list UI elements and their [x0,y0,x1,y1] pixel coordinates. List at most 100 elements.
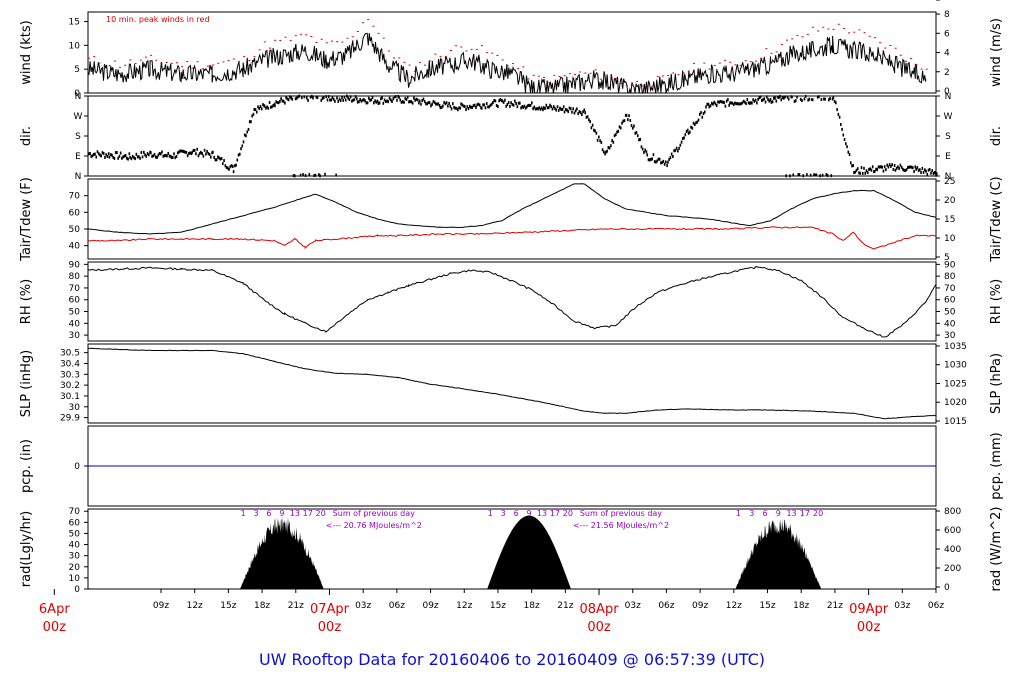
dir-point [377,102,380,106]
dir-point [612,140,615,144]
dir-point [294,97,297,101]
dir-point [418,101,420,105]
dir-point [208,153,211,157]
dir-point [873,170,875,174]
dir-point [351,99,353,103]
dir-point [225,166,228,170]
dir-point [397,94,400,98]
dir-point [670,152,673,156]
dir-point [926,172,929,176]
dir-point [308,172,311,176]
dir-point [274,104,276,108]
ylabel-left-rad: rad(Lgly/hr) [19,511,34,587]
dir-point [705,105,707,109]
dir-point [452,102,454,106]
dir-point [422,97,425,101]
dir-point [696,120,699,124]
dir-point [129,155,131,159]
dir-point [560,107,562,111]
dir-point [640,145,643,149]
dir-point [88,152,90,156]
dir-point [183,150,185,154]
dir-point [589,120,591,124]
dir-point [505,104,507,108]
dir-point [531,101,533,105]
dir-point [294,174,296,178]
dir-point [599,139,601,143]
xtick-label: 18z [793,601,809,611]
dir-point [514,99,516,103]
dir-point [684,133,687,137]
dir-point [347,96,349,100]
dir-point [653,160,656,164]
dir-point [170,156,173,160]
dir-point [572,107,574,111]
rad-hour-label: 3 [254,509,259,518]
dir-point [211,151,213,155]
ytick-label-left-dir: S [75,132,81,142]
dir-point [238,152,241,156]
dir-point [815,173,818,177]
dir-point [784,95,786,99]
dir-point [583,108,586,112]
dir-point [578,110,581,114]
dir-point [126,156,128,160]
dir-point [181,149,184,153]
dir-point [771,100,774,104]
dir-point [266,105,268,109]
dir-point [629,119,632,123]
dir-point [667,160,669,164]
dir-point [722,100,724,104]
date-hour-label: 00z [587,620,611,635]
dir-point [456,108,459,112]
dir-point [586,115,589,119]
dir-point [289,95,291,99]
dir-point [680,140,683,144]
dir-point [870,168,873,172]
dir-point [673,149,675,153]
dir-point [687,131,690,135]
dir-point [868,167,870,171]
dir-point [903,168,905,172]
dir-point [193,148,196,152]
dir-point [648,158,651,162]
rad-hour-label: 6 [514,509,519,518]
dir-point [603,150,605,154]
dir-point [465,108,467,112]
dir-point [582,110,584,114]
dir-point [734,101,736,105]
dir-point [838,115,841,119]
dir-point [224,164,227,168]
dir-point [319,174,321,178]
panel-pcp: pcp. (in) pcp. (mm) 0 0 [19,0,1004,507]
dir-point [769,97,772,101]
dir-point [90,154,93,158]
dir-point [677,149,679,153]
rad-hour-label: 3 [501,509,506,518]
dir-point [206,149,208,153]
dir-point [809,173,812,177]
dir-point [875,167,877,171]
dir-point [846,145,848,149]
tair-line [87,183,937,235]
dir-point [633,124,635,128]
dir-point [430,104,432,108]
dir-point [343,95,346,99]
dir-point [546,106,549,110]
dir-point [674,148,677,152]
dir-point [401,100,404,104]
dir-point [516,105,519,109]
ytick-label-left-slp: 30.5 [60,349,80,359]
dir-point [405,98,408,102]
xtick-label: 03z [894,601,910,611]
dir-point [286,97,289,101]
dir-point [140,150,143,154]
dir-point [853,171,855,175]
dir-point [171,155,174,159]
ytick-label-right-rh: 30 [944,331,956,341]
dir-point [590,126,593,130]
dir-point [723,101,725,105]
dir-point [408,100,410,104]
ylabel-left-slp: SLP (inHg) [19,350,34,418]
dir-point [313,174,316,178]
